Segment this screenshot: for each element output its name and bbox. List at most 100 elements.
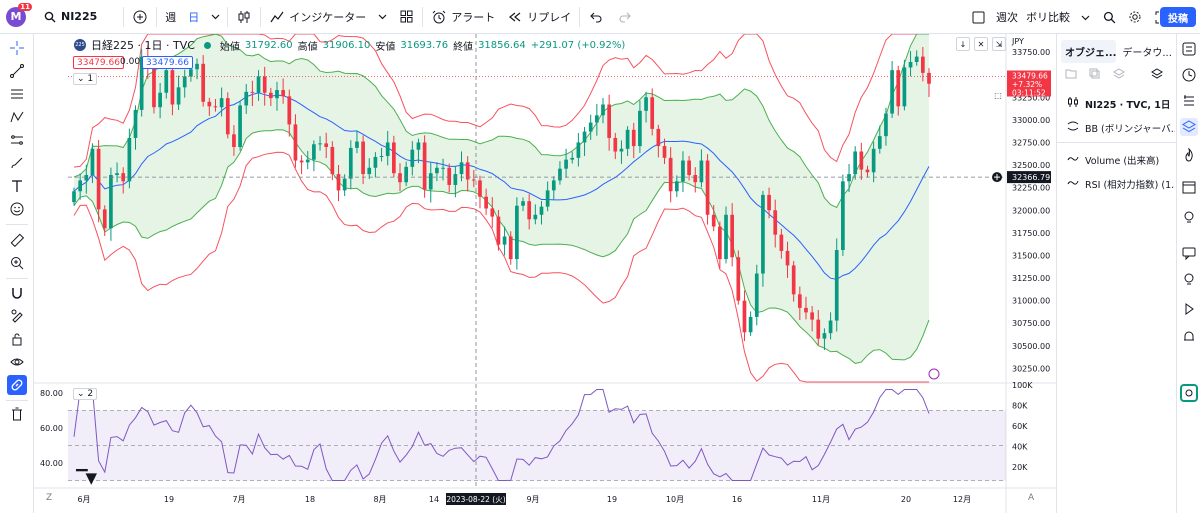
interval-day-button[interactable]: 日 [188,10,200,24]
candle-body [761,194,765,274]
layers-icon[interactable] [1113,68,1125,82]
trash-icon[interactable] [7,404,27,424]
tree-item-label: NI225 · TVC, 1日 [1085,99,1171,111]
stay-in-drawing-icon[interactable] [7,306,27,326]
pane-down-button[interactable]: ↓ [956,37,970,51]
symbol-search[interactable]: NI225 [32,0,103,34]
compare-add-button[interactable] [126,0,154,34]
quick-search-button[interactable] [1096,0,1122,34]
measure-ruler-icon[interactable] [7,130,27,150]
candle-body [693,175,698,183]
auto-scale-button[interactable]: A [1028,493,1035,503]
tree-item-bollinger[interactable]: BB (ボリンジャーバ... [1067,120,1175,135]
trading-panel-icon[interactable] [1180,384,1198,402]
weekly-compare-button[interactable]: 週次 [996,11,1018,24]
zoom-left-button[interactable]: Z [46,493,53,503]
candle-body [558,168,562,181]
data-window-icon[interactable] [1180,92,1198,110]
candle-body [711,214,716,227]
chart-type-button[interactable] [230,0,258,34]
hotlist-fire-icon[interactable] [1180,146,1198,164]
bollinger-compare-button[interactable]: ボリ比較 [1026,11,1070,24]
legend-title[interactable]: 日経225 · 1日 · TVC [91,39,195,52]
pattern-tool-icon[interactable] [7,107,27,127]
watchlist-icon[interactable] [1180,40,1198,58]
buy-button[interactable]: 33479.66 [142,56,193,69]
emoji-icon[interactable] [7,199,27,219]
candle-body [877,136,882,149]
layout-dropdown[interactable] [1074,0,1096,34]
object-tree-icon[interactable] [1180,118,1198,136]
tab-objects[interactable]: オブジェ... [1061,40,1117,63]
candle-body [496,216,501,245]
collapse-icon: ⇲ [995,39,1003,49]
brush-icon[interactable] [7,153,27,173]
candle-body [459,162,464,175]
tab-data-window[interactable]: データウ... [1122,48,1172,59]
axes: 33750.0033500.0033250.0033000.0032750.00… [68,34,1051,505]
calendar-icon[interactable] [1180,178,1198,196]
alerts-clock-icon[interactable] [1180,66,1198,84]
interval-week-button[interactable]: 週 [165,10,177,24]
undo-button[interactable] [582,0,610,34]
layout-button[interactable] [964,0,992,34]
chat-icon[interactable] [1180,244,1198,262]
candle-body [293,124,298,161]
fib-retracement-icon[interactable] [7,84,27,104]
pane-collapse-button[interactable]: ⇲ [992,37,1006,51]
ruler-icon[interactable] [7,230,27,250]
interval-dropdown[interactable] [205,0,225,34]
indicators-button[interactable]: インジケーター [263,0,372,34]
candle-body [576,142,581,158]
avatar[interactable]: M 11 [6,2,32,27]
lower-outer-band [73,151,929,383]
zoom-in-icon[interactable] [7,253,27,273]
search-icon [42,9,58,25]
chart-canvas[interactable]: 80.00 60.00 40.00 100K 80K 60K 40K 20K 33750.00… [34,34,1056,513]
time-tick-label: 12月 [953,495,971,504]
post-button[interactable]: 投稿 [1160,7,1196,27]
pane-2-collapse[interactable]: ⌄ 2 [73,388,98,400]
eye-icon[interactable] [7,352,27,372]
redo-button[interactable] [610,0,638,34]
candle-body [447,167,452,185]
layer-settings-icon[interactable] [1151,68,1163,82]
trend-line-icon[interactable] [7,61,27,81]
copy-icon[interactable] [1089,68,1101,82]
candle-body [921,56,925,73]
link-icon[interactable] [7,375,27,395]
sell-button[interactable]: 33479.66 [73,56,124,69]
candle-body [724,214,728,260]
tree-item-volume[interactable]: Volume (出来高) [1067,152,1159,167]
text-tool-icon[interactable] [7,176,27,196]
alarm-clock-icon [431,9,447,25]
chart-pane[interactable]: 80.00 60.00 40.00 100K 80K 60K 40K 20K 33750.00… [34,34,1056,513]
new-folder-icon[interactable] [1065,68,1077,82]
indicators-dropdown[interactable] [372,0,392,34]
tree-item-rsi[interactable]: RSI (相対力指数) (1... [1067,176,1175,191]
candle-body [428,173,433,190]
help-lightbulb-icon[interactable] [1180,270,1198,288]
pane-1-collapse[interactable]: ⌄ 1 [73,73,98,85]
magnet-icon[interactable] [7,283,27,303]
candle-body [78,180,82,192]
templates-button[interactable] [392,0,420,34]
user-menu[interactable]: M 11 [0,0,32,34]
notifications-bell-icon[interactable] [1180,328,1198,346]
lock-icon[interactable] [7,329,27,349]
candle-body [502,236,507,245]
alert-button[interactable]: アラート [425,0,501,34]
indicators-label: インジケーター [289,10,367,24]
crosshair-tool-icon[interactable] [7,38,27,58]
settings-button[interactable] [1122,0,1148,34]
streams-play-icon[interactable] [1180,300,1198,318]
candle-body [785,250,790,266]
pane-maximize-button[interactable]: ⬚ [991,88,1005,102]
replay-button[interactable]: リプレイ [501,0,577,34]
ideas-lightbulb-icon[interactable] [1180,208,1198,226]
candle-body [281,90,285,97]
candle-body [312,144,316,160]
price-tick-label: 33000.00 [1012,116,1050,125]
tree-item-main-series[interactable]: NI225 · TVC, 1日 [1067,96,1170,111]
pane-close-button[interactable]: ✕ [974,37,988,51]
